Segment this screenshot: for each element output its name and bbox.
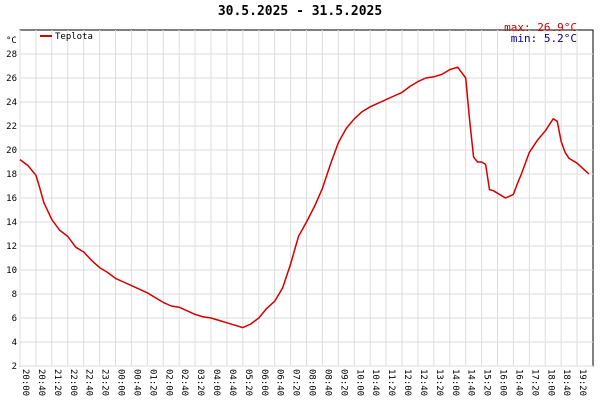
x-tick-label: 03:20 — [195, 369, 205, 396]
min-temperature-readout: min: 5.2°C — [511, 32, 577, 45]
x-tick-label: 08:40 — [322, 369, 332, 396]
x-tick-label: 16:40 — [513, 369, 523, 396]
x-tick-label: 02:00 — [163, 369, 173, 396]
y-tick-label: 2 — [12, 362, 17, 372]
x-tick: 01:20 — [147, 369, 157, 396]
x-tick: 22:00 — [68, 369, 78, 396]
x-tick: 17:20 — [529, 369, 539, 396]
x-tick: 22:40 — [84, 369, 94, 396]
x-tick: 07:20 — [291, 369, 301, 396]
x-tick-label: 00:40 — [131, 369, 141, 396]
x-tick-label: 18:40 — [561, 369, 571, 396]
x-tick: 11:20 — [386, 369, 396, 396]
x-tick-label: 04:00 — [211, 369, 221, 396]
x-tick: 14:40 — [466, 369, 476, 396]
y-tick-label: 22 — [6, 122, 17, 132]
x-tick-label: 22:40 — [84, 369, 94, 396]
x-tick: 14:00 — [450, 369, 460, 396]
x-tick-label: 18:00 — [545, 369, 555, 396]
y-tick-label: 4 — [12, 338, 17, 348]
x-tick: 02:00 — [163, 369, 173, 396]
x-tick-label: 22:00 — [68, 369, 78, 396]
x-tick: 09:20 — [338, 369, 348, 396]
y-tick-label: 28 — [6, 50, 17, 60]
x-tick: 05:20 — [243, 369, 253, 396]
x-tick-label: 06:40 — [275, 369, 285, 396]
x-tick-label: 01:20 — [147, 369, 157, 396]
x-tick: 20:00 — [20, 369, 30, 396]
x-tick: 16:00 — [498, 369, 508, 396]
x-tick: 12:00 — [402, 369, 412, 396]
x-tick-label: 08:00 — [307, 369, 317, 396]
x-tick: 04:40 — [227, 369, 237, 396]
x-tick: 19:20 — [577, 369, 587, 396]
x-tick: 10:00 — [354, 369, 364, 396]
x-axis-ticks: 20:00 20:40 21:20 22:00 22:40 23:20 00:00 00:40… — [20, 369, 587, 396]
series-line-teplota — [19, 66, 590, 329]
x-tick-label: 14:40 — [466, 369, 476, 396]
x-tick-label: 14:00 — [450, 369, 460, 396]
max-temperature-readout: max: 26.9°C — [504, 21, 577, 34]
y-tick-label: 16 — [6, 194, 17, 204]
x-tick-label: 00:00 — [116, 369, 126, 396]
x-tick: 15:20 — [482, 369, 492, 396]
y-tick-label: 24 — [6, 98, 17, 108]
x-tick: 10:40 — [370, 369, 380, 396]
y-tick-label: 6 — [12, 314, 17, 324]
y-tick-label: 10 — [6, 266, 17, 276]
x-tick-label: 12:40 — [418, 369, 428, 396]
x-tick: 02:40 — [179, 369, 189, 396]
legend-label-teplota: Teplota — [55, 32, 93, 42]
x-tick-label: 10:00 — [354, 369, 364, 396]
y-tick-label: 18 — [6, 170, 17, 180]
x-tick-label: 20:40 — [36, 369, 46, 396]
x-tick: 03:20 — [195, 369, 205, 396]
y-tick-label: 8 — [12, 290, 17, 300]
x-tick-label: 15:20 — [482, 369, 492, 396]
x-tick: 06:40 — [275, 369, 285, 396]
x-tick-label: 09:20 — [338, 369, 348, 396]
y-axis-label: °C — [6, 36, 17, 46]
x-tick-label: 11:20 — [386, 369, 396, 396]
x-tick: 00:00 — [116, 369, 126, 396]
x-tick-label: 04:40 — [227, 369, 237, 396]
x-tick: 18:00 — [545, 369, 555, 396]
x-tick: 13:20 — [434, 369, 444, 396]
x-tick: 04:00 — [211, 369, 221, 396]
x-tick-label: 10:40 — [370, 369, 380, 396]
x-tick: 21:20 — [52, 369, 62, 396]
y-tick-label: 12 — [6, 242, 17, 252]
x-tick: 08:00 — [307, 369, 317, 396]
x-tick-label: 21:20 — [52, 369, 62, 396]
x-tick: 18:40 — [561, 369, 571, 396]
x-tick-label: 16:00 — [498, 369, 508, 396]
y-tick-label: 26 — [6, 74, 17, 84]
y-tick-label: 14 — [6, 218, 17, 228]
x-tick-label: 19:20 — [577, 369, 587, 396]
x-tick: 00:40 — [131, 369, 141, 396]
x-tick-label: 23:20 — [100, 369, 110, 396]
x-tick-label: 20:00 — [20, 369, 30, 396]
chart-title: 30.5.2025 - 31.5.2025 — [218, 4, 382, 19]
x-tick-label: 12:00 — [402, 369, 412, 396]
x-tick: 12:40 — [418, 369, 428, 396]
x-tick: 16:40 — [513, 369, 523, 396]
x-tick-label: 05:20 — [243, 369, 253, 396]
x-tick: 08:40 — [322, 369, 332, 396]
x-tick: 23:20 — [100, 369, 110, 396]
y-tick-label: 20 — [6, 146, 17, 156]
x-tick-label: 13:20 — [434, 369, 444, 396]
series-lines — [19, 66, 590, 329]
x-tick: 06:00 — [259, 369, 269, 396]
x-tick: 20:40 — [36, 369, 46, 396]
x-tick-label: 02:40 — [179, 369, 189, 396]
x-tick-label: 06:00 — [259, 369, 269, 396]
x-tick-label: 07:20 — [291, 369, 301, 396]
x-tick-label: 17:20 — [529, 369, 539, 396]
